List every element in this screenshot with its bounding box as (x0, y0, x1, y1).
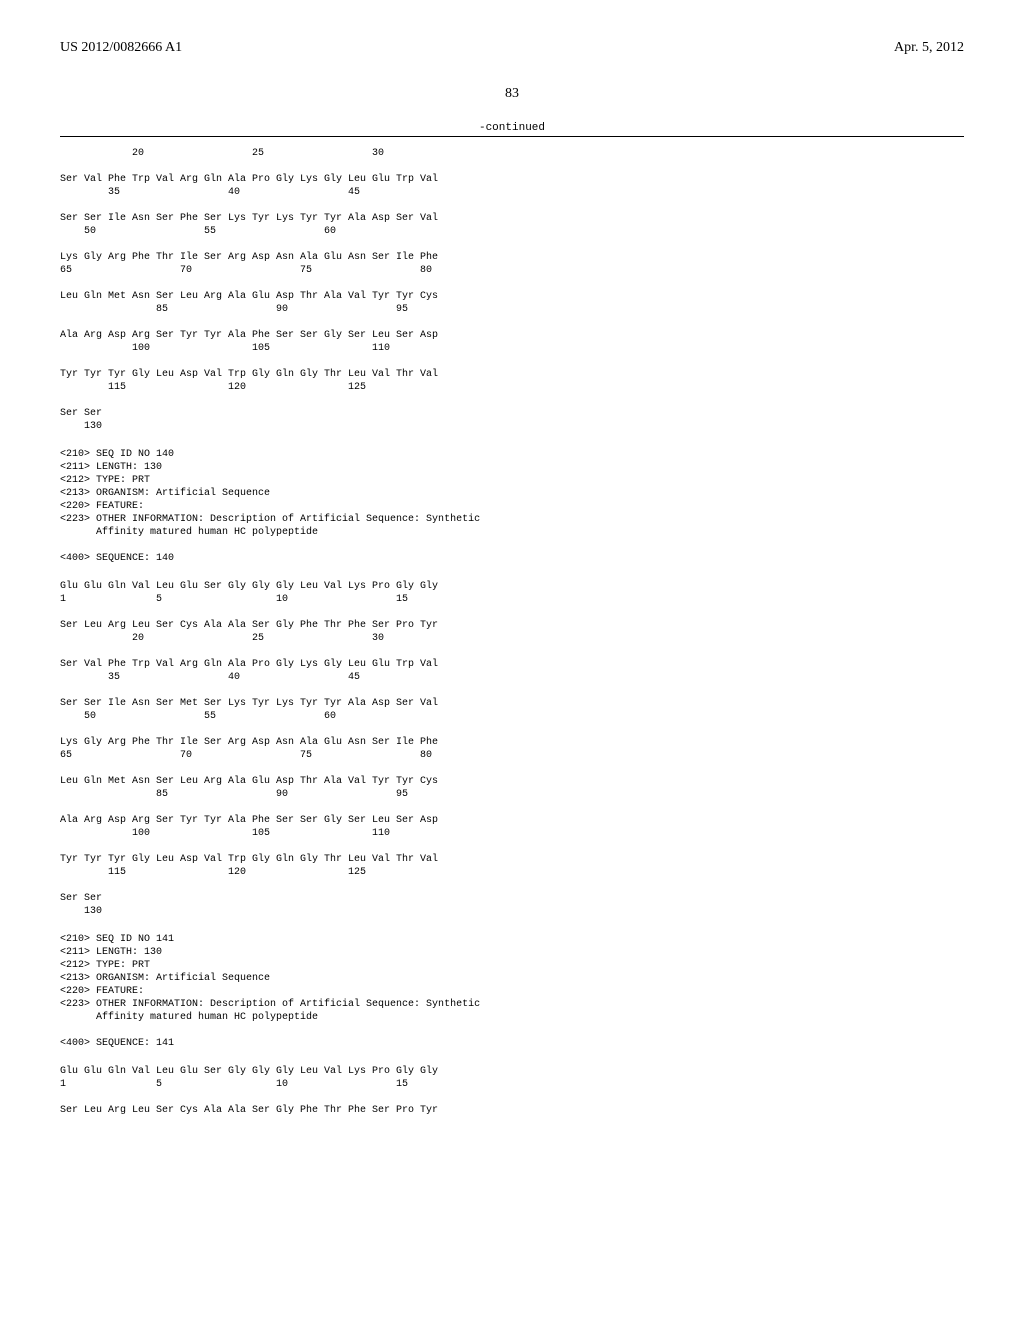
divider (60, 136, 964, 137)
sequence-140: Glu Glu Gln Val Leu Glu Ser Gly Gly Gly … (60, 580, 964, 918)
metadata-141: <210> SEQ ID NO 141 <211> LENGTH: 130 <2… (60, 933, 964, 1050)
page-header: US 2012/0082666 A1 Apr. 5, 2012 (60, 40, 964, 56)
page-number: 83 (60, 86, 964, 102)
metadata-140: <210> SEQ ID NO 140 <211> LENGTH: 130 <2… (60, 448, 964, 565)
sequence-139-partial: 20 25 30 Ser Val Phe Trp Val Arg Gln Ala… (60, 147, 964, 433)
continued-label: -continued (60, 122, 964, 134)
sequence-141-partial: Glu Glu Gln Val Leu Glu Ser Gly Gly Gly … (60, 1065, 964, 1117)
publication-date: Apr. 5, 2012 (894, 40, 964, 56)
publication-number: US 2012/0082666 A1 (60, 40, 182, 56)
